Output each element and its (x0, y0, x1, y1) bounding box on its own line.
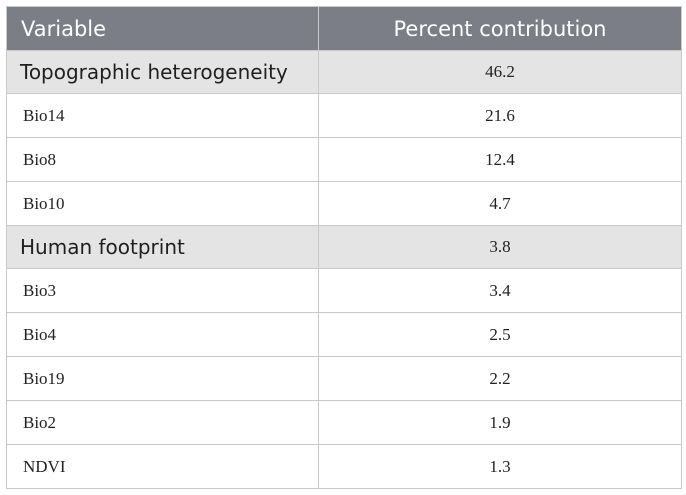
variable-cell: Bio4 (6, 312, 319, 357)
table-row: Topographic heterogeneity 46.2 (6, 50, 682, 94)
contribution-cell: 12.4 (318, 137, 682, 182)
column-header-variable: Variable (6, 6, 319, 51)
contribution-cell: 1.9 (318, 400, 682, 445)
contribution-cell: 4.7 (318, 181, 682, 226)
table-row: Bio3 3.4 (6, 268, 682, 313)
table-row: Human footprint 3.8 (6, 225, 682, 269)
variable-cell: Bio2 (6, 400, 319, 445)
header-row: Variable Percent contribution (6, 6, 682, 51)
table-container: Variable Percent contribution Topographi… (6, 6, 682, 489)
table-body: Topographic heterogeneity 46.2 Bio14 21.… (6, 50, 682, 489)
variable-cell: NDVI (6, 444, 319, 489)
contribution-cell: 3.8 (318, 225, 682, 269)
variable-cell: Bio10 (6, 181, 319, 226)
table-header: Variable Percent contribution (6, 6, 682, 51)
table-row: Bio14 21.6 (6, 93, 682, 138)
variable-cell: Bio14 (6, 93, 319, 138)
table-row: Bio4 2.5 (6, 312, 682, 357)
table-row: Bio2 1.9 (6, 400, 682, 445)
contribution-cell: 2.2 (318, 356, 682, 401)
variable-cell: Human footprint (6, 225, 319, 269)
table-row: Bio8 12.4 (6, 137, 682, 182)
table-row: Bio10 4.7 (6, 181, 682, 226)
variable-cell: Topographic heterogeneity (6, 50, 319, 94)
variable-cell: Bio3 (6, 268, 319, 313)
table-row: NDVI 1.3 (6, 444, 682, 489)
variable-cell: Bio8 (6, 137, 319, 182)
variable-cell: Bio19 (6, 356, 319, 401)
contribution-cell: 3.4 (318, 268, 682, 313)
contribution-cell: 1.3 (318, 444, 682, 489)
contribution-cell: 21.6 (318, 93, 682, 138)
contribution-cell: 2.5 (318, 312, 682, 357)
column-header-percent-contribution: Percent contribution (318, 6, 682, 51)
table-row: Bio19 2.2 (6, 356, 682, 401)
contribution-cell: 46.2 (318, 50, 682, 94)
contribution-table: Variable Percent contribution Topographi… (6, 6, 682, 489)
